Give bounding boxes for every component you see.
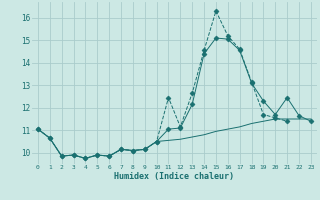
X-axis label: Humidex (Indice chaleur): Humidex (Indice chaleur) <box>115 172 234 181</box>
